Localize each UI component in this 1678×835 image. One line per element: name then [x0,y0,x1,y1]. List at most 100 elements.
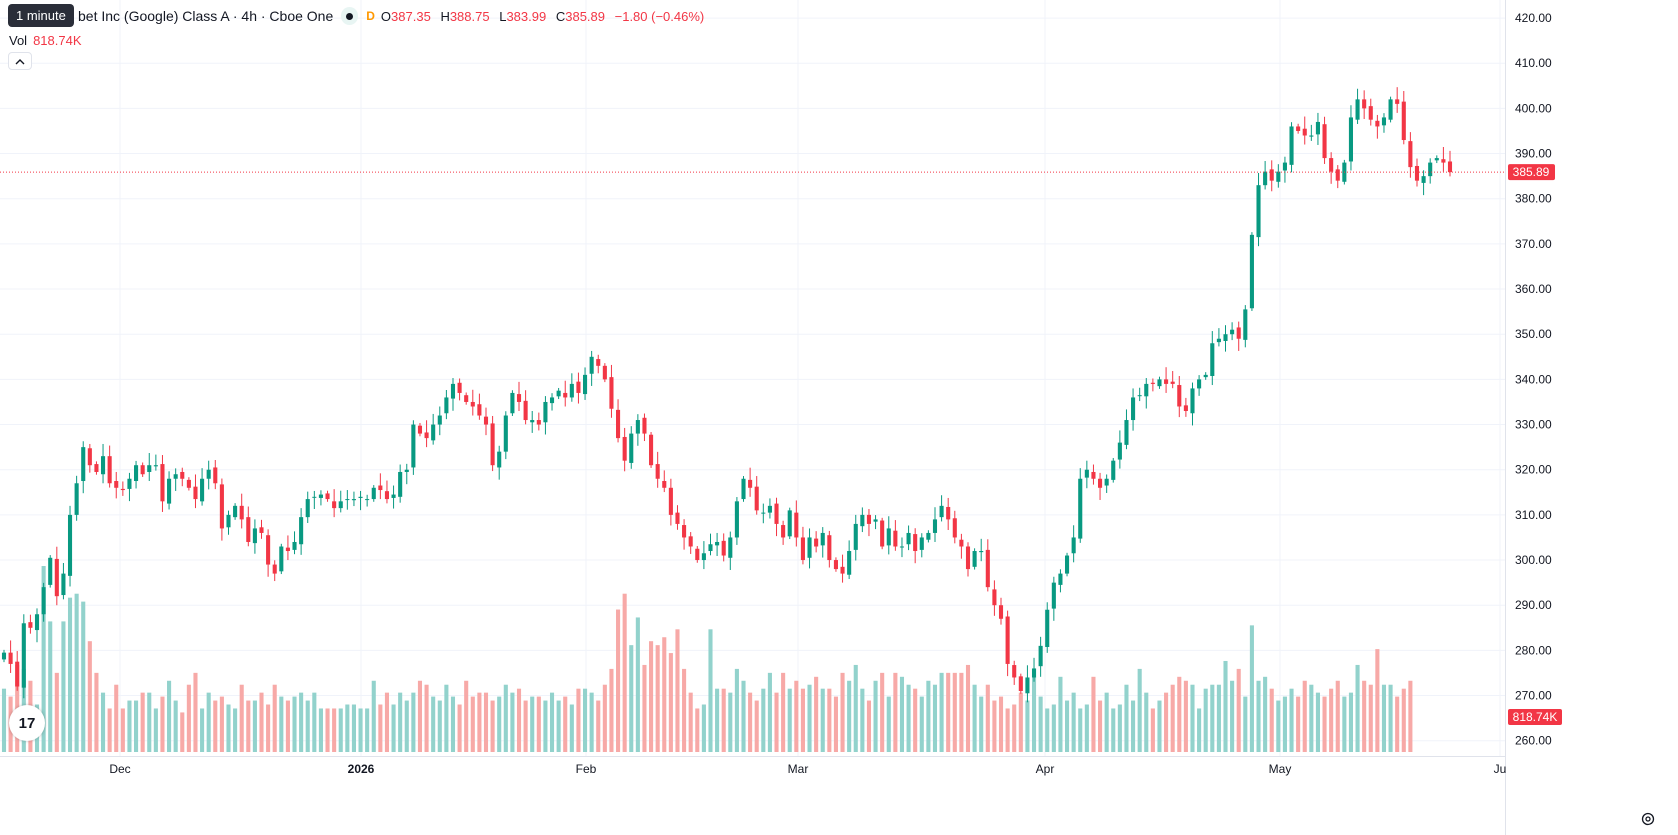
candle-body [602,365,607,380]
time-axis[interactable]: Dec 2026 Feb Mar Apr May Ju [109,762,1506,776]
candle-body [668,487,673,515]
candle-body [107,456,112,484]
candle-body [1150,382,1155,384]
price-tick-label: 330.00 [1515,418,1552,432]
candle-body [470,401,475,407]
symbol-legend[interactable]: bet Inc (Google) Class A · 4h · Cboe One… [8,7,710,25]
candle-body [1335,169,1340,181]
volume-bar [1,688,7,752]
candle-body [378,485,383,491]
price-tick-label: 420.00 [1515,11,1552,25]
price-tick-label: 340.00 [1515,372,1552,386]
volume-bar [781,672,786,752]
volume-bar [477,692,482,752]
candle-body [1256,185,1261,238]
candle-body [866,514,872,524]
volume-bar [318,708,323,752]
volume-bar [536,696,541,752]
candle-body [147,465,152,472]
candle-body [616,409,621,439]
volume-legend[interactable]: Vol 818.74K [9,33,82,48]
candle-body [1289,126,1294,165]
candle-body [173,474,178,479]
volume-bar [1249,625,1254,752]
volume-bar [1395,696,1400,752]
candle-body [1203,374,1208,378]
candle-body [285,547,290,552]
candle-body [510,392,515,414]
volume-bar [886,696,891,752]
volume-bar [1144,692,1149,752]
candle-body [74,483,79,515]
volume-bar [893,672,898,752]
tradingview-logo-icon[interactable]: 17 [9,705,45,741]
candle-body [1243,309,1248,340]
volume-bar [1329,688,1334,752]
candle-body [1408,141,1413,168]
candle-body [675,512,680,524]
candle-body [81,447,86,482]
volume-bar [1025,700,1030,752]
volume-bar [332,708,337,752]
volume-bar [860,688,865,752]
market-status-badge[interactable] [341,7,359,25]
volume-bar [1203,688,1208,752]
interval-tooltip: 1 minute [8,4,74,27]
candle-body [318,494,323,498]
open-value: 387.35 [391,8,431,24]
candle-body [1329,158,1334,172]
candle-body [1401,101,1406,141]
volume-bar [1355,664,1360,752]
candle-body [259,527,264,533]
volume-bar [1137,668,1142,752]
volume-bar [939,672,944,752]
volume-bar [1078,708,1083,752]
candle-body [61,573,66,596]
candle-body [134,465,139,482]
candle-body [252,528,257,544]
candle-body [596,359,601,366]
volume-bar [444,684,449,752]
volume-bar [186,684,191,752]
volume-bar [1183,680,1188,752]
candle-body [926,532,931,540]
volume-bar [1289,688,1294,752]
dividend-badge[interactable]: D [366,9,375,23]
candle-body [860,514,865,527]
volume-bar [820,688,825,752]
volume-bar [622,593,627,752]
volume-bar [787,688,792,752]
candle-body [1058,573,1063,585]
candle-body [906,532,911,545]
candle-body [794,512,799,538]
candle-body [820,532,825,546]
low-value: 383.99 [506,8,547,24]
volume-bar [728,692,733,752]
candle-body [180,471,185,479]
candle-body [589,356,594,374]
volume-bar [285,700,290,752]
volume-bar [147,692,152,752]
volume-bar [417,680,423,752]
candle-body [939,505,944,518]
price-axis[interactable]: 420.00 410.00 400.00 390.00 380.00 370.00 360.… [1508,11,1562,748]
volume-bar [748,692,753,752]
candle-body [880,520,885,547]
collapse-legend-button[interactable] [8,52,32,70]
volume-bar [675,629,680,752]
candle-body [1368,106,1373,120]
candle-body [153,465,158,467]
candle-body [160,464,165,502]
volume-bar [965,664,971,752]
volume-bar [1302,680,1307,752]
price-tick-label: 410.00 [1515,56,1552,70]
volume-bar [523,700,528,752]
volume-bar [576,688,581,752]
volume-bar [411,692,416,752]
symbol-title[interactable]: bet Inc (Google) Class A · 4h · Cboe One [78,8,334,24]
price-candles [1,87,1453,703]
candle-body [424,432,429,439]
candle-body [800,537,805,561]
gear-icon[interactable] [1640,811,1656,827]
